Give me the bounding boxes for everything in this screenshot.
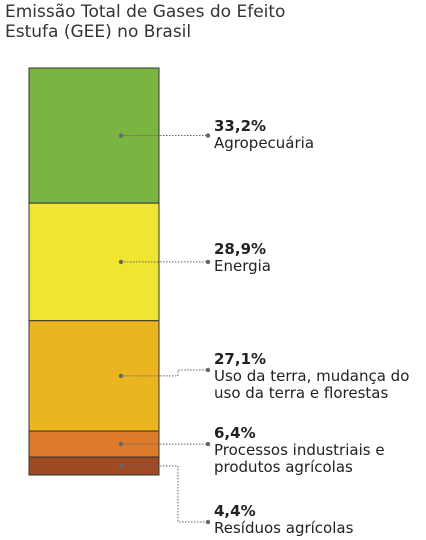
connector-dot-end-2 [205,259,211,265]
segment-name-label-1-line-1: Agropecuária [214,134,314,152]
connector-line-5 [121,465,208,523]
segment-name-label-3-line-2: uso da terra e florestas [214,384,388,402]
segment-name-label-4-line-1: Processos industriais e [214,441,385,459]
connector-dot-start-5 [118,463,124,469]
segment-name-label-2-line-1: Energia [214,257,271,275]
connector-dot-start-2 [118,259,124,265]
segment-value-label-5: 4,4% [214,502,256,520]
segment-value-label-3: 27,1% [214,350,266,368]
segment-value-label-1: 33,2% [214,117,266,135]
segment-name-label-3-line-1: Uso da terra, mudança do [214,367,409,385]
segment-value-label-2: 28,9% [214,240,266,258]
connector-dot-end-5 [205,519,211,525]
connector-dot-start-3 [118,373,124,379]
connector-dot-end-1 [205,133,211,138]
chart-title: Emissão Total de Gases do Efeito Estufa … [5,2,415,42]
segment-value-label-4: 6,4% [214,424,256,442]
connector-line-3 [121,369,208,377]
segment-name-label-5-line-1: Resíduos agrícolas [214,519,354,537]
connector-dot-start-1 [118,133,124,138]
bar-segment-5 [28,456,160,476]
chart-title-line-2: Estufa (GEE) no Brasil [5,22,192,42]
segment-name-label-4-line-2: produtos agrícolas [214,458,353,476]
chart-title-line-1: Emissão Total de Gases do Efeito [5,2,286,22]
connector-dot-end-3 [205,367,211,373]
connector-dot-end-4 [205,441,211,447]
connector-dot-start-4 [118,441,124,447]
